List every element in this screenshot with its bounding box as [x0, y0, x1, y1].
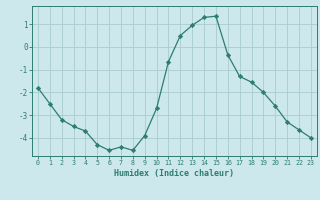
X-axis label: Humidex (Indice chaleur): Humidex (Indice chaleur)	[115, 169, 234, 178]
